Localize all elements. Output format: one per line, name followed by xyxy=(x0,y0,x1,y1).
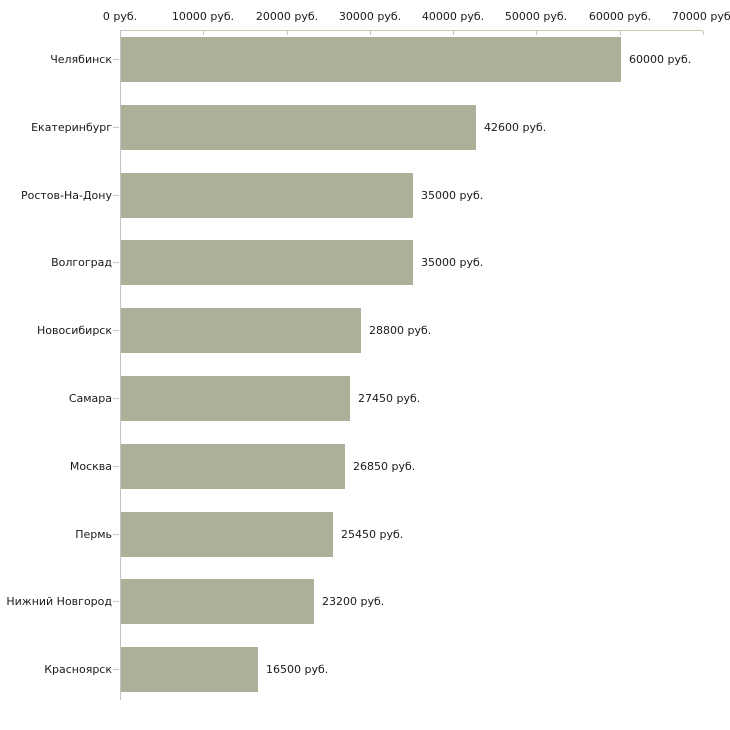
category-label: Нижний Новгород xyxy=(6,595,112,608)
x-axis-tick xyxy=(287,31,288,35)
bar-value-label: 27450 руб. xyxy=(358,392,421,405)
category-tick xyxy=(113,466,119,467)
x-axis-tick-label: 20000 руб. xyxy=(255,10,319,23)
bar-value-label: 26850 руб. xyxy=(353,460,416,473)
category-label: Волгоград xyxy=(51,256,112,269)
category-label: Новосибирск xyxy=(36,324,112,337)
category-tick xyxy=(113,59,119,60)
category-tick xyxy=(113,669,119,670)
x-axis-tick xyxy=(620,31,621,35)
bar-value-label: 42600 руб. xyxy=(484,121,547,134)
x-axis-tick-label: 70000 руб. xyxy=(671,10,730,23)
category-label: Челябинск xyxy=(50,53,112,66)
category-tick xyxy=(113,262,119,263)
bar xyxy=(121,37,621,82)
x-axis-tick-label: 30000 руб. xyxy=(338,10,402,23)
category-label: Красноярск xyxy=(44,663,112,676)
bar-value-label: 60000 руб. xyxy=(629,53,692,66)
bar xyxy=(121,308,361,353)
bar-value-label: 35000 руб. xyxy=(421,189,484,202)
x-axis-tick xyxy=(703,31,704,35)
x-axis-tick xyxy=(370,31,371,35)
bar xyxy=(121,444,345,489)
bar xyxy=(121,512,333,557)
category-tick xyxy=(113,195,119,196)
category-label: Ростов-На-Дону xyxy=(20,189,112,202)
bar xyxy=(121,173,413,218)
category-tick xyxy=(113,601,119,602)
bar xyxy=(121,240,413,285)
bar-value-label: 28800 руб. xyxy=(369,324,432,337)
bar-value-label: 25450 руб. xyxy=(341,528,404,541)
category-tick xyxy=(113,398,119,399)
x-axis-tick xyxy=(536,31,537,35)
bar xyxy=(121,647,258,692)
category-label: Екатеринбург xyxy=(31,121,112,134)
x-axis-tick xyxy=(203,31,204,35)
category-label: Пермь xyxy=(75,528,112,541)
x-axis-line xyxy=(120,30,703,31)
x-axis-tick-label: 60000 руб. xyxy=(588,10,652,23)
category-label: Самара xyxy=(68,392,112,405)
bar-value-label: 16500 руб. xyxy=(266,663,329,676)
x-axis-tick-label: 0 руб. xyxy=(102,10,138,23)
y-axis-line xyxy=(120,30,121,700)
category-label: Москва xyxy=(69,460,112,473)
bar-value-label: 35000 руб. xyxy=(421,256,484,269)
bar-value-label: 23200 руб. xyxy=(322,595,385,608)
bar xyxy=(121,105,476,150)
x-axis-tick xyxy=(453,31,454,35)
bar xyxy=(121,376,350,421)
bar xyxy=(121,579,314,624)
category-tick xyxy=(113,330,119,331)
x-axis-tick-label: 40000 руб. xyxy=(421,10,485,23)
category-tick xyxy=(113,534,119,535)
x-axis-tick-label: 50000 руб. xyxy=(504,10,568,23)
category-tick xyxy=(113,127,119,128)
x-axis-tick-label: 10000 руб. xyxy=(171,10,235,23)
